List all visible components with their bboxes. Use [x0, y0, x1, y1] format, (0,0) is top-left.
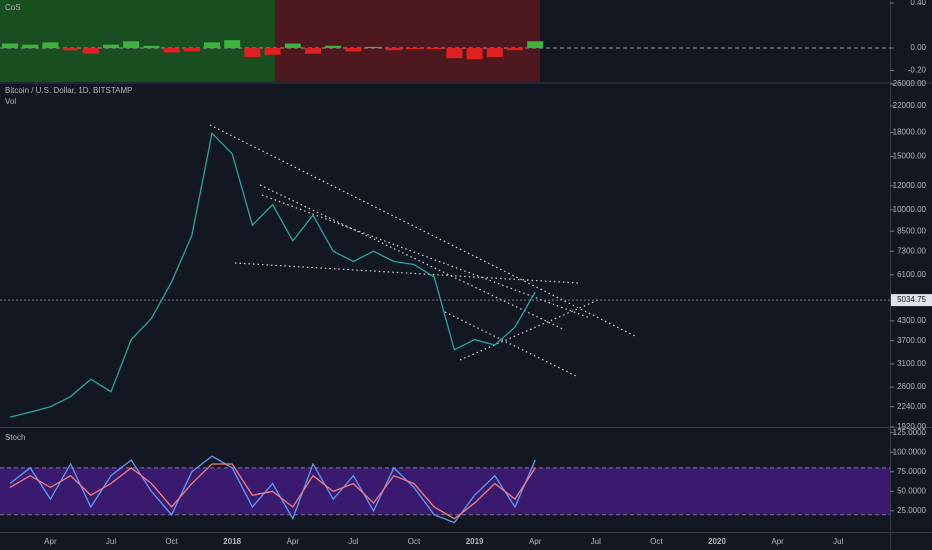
cos-bar: [244, 48, 261, 58]
x-tick-label: 2018: [223, 537, 241, 546]
cos-bar: [103, 44, 119, 49]
series-line: [9, 455, 536, 524]
x-tick-label: 2019: [466, 537, 484, 546]
x-tick-label: Jul: [348, 537, 358, 546]
y-tick-label: 4300.00: [897, 316, 926, 325]
cos-bar: [22, 44, 39, 49]
y-tick-label: 15000.00: [893, 152, 927, 161]
y-tick-label: 25.0000: [897, 506, 926, 515]
trend-line: [234, 262, 579, 284]
cos-bar: [123, 41, 140, 49]
cos-bar: [264, 48, 281, 55]
cos-bar: [486, 48, 503, 58]
trend-line: [259, 184, 566, 331]
y-tick-label: 10000.00: [893, 205, 927, 214]
x-tick-label: Oct: [408, 537, 421, 546]
cos-bar: [365, 46, 382, 49]
price-title: Bitcoin / U.S. Dollar, 1D, BITSTAMP: [5, 86, 132, 95]
cos-bar: [507, 48, 523, 51]
last-price-box: [891, 294, 932, 307]
cos-bar: [224, 40, 241, 49]
y-tick-label: 1920.00: [897, 422, 926, 431]
cos-bar: [62, 48, 79, 51]
y-tick-label: 0.00: [910, 43, 926, 52]
y-tick-label: 50.0000: [897, 486, 926, 495]
y-tick-label: 3700.00: [897, 336, 926, 345]
stoch-title: Stoch: [5, 433, 25, 442]
cos-bar: [82, 48, 99, 54]
y-tick-label: 0.40: [910, 0, 926, 7]
y-tick-label: 125.0000: [893, 428, 927, 437]
cos-bar: [325, 45, 342, 49]
cos-bar: [2, 43, 18, 49]
trend-line: [459, 299, 599, 361]
y-tick-label: 100.0000: [893, 447, 927, 456]
trend-line: [209, 124, 638, 338]
cos-bar: [426, 48, 443, 50]
x-tick-label: Apr: [771, 537, 784, 546]
cos-bar: [42, 42, 59, 49]
x-tick-label: Jul: [591, 537, 601, 546]
cos-bar: [385, 48, 402, 51]
cos-bar: [527, 41, 544, 49]
cos-bar: [345, 48, 362, 52]
x-tick-label: Oct: [165, 537, 178, 546]
y-tick-label: 12000.00: [893, 181, 927, 190]
y-tick-label: 75.0000: [897, 467, 926, 476]
cos-bg-red: [275, 0, 540, 82]
stoch-band: [0, 467, 890, 515]
x-tick-label: Apr: [529, 537, 542, 546]
y-tick-label: 22000.00: [893, 101, 927, 110]
y-tick-label: 7300.00: [897, 246, 926, 255]
x-tick-label: Apr: [287, 537, 300, 546]
x-tick-label: 2020: [708, 537, 726, 546]
y-tick-label: 2240.00: [897, 402, 926, 411]
y-tick-label: 26000.00: [893, 79, 927, 88]
cos-bar: [406, 48, 422, 50]
x-tick-label: Apr: [44, 537, 57, 546]
x-tick-label: Jul: [106, 537, 116, 546]
cos-bar: [466, 48, 483, 60]
trend-lines: [209, 124, 638, 378]
cos-bar: [143, 45, 160, 49]
y-tick-label: 8500.00: [897, 226, 926, 235]
cos-bar: [163, 48, 180, 53]
y-tick-label: 6100.00: [897, 270, 926, 279]
cos-bar: [204, 42, 220, 49]
y-tick-label: -0.20: [908, 66, 927, 75]
series-line: [9, 131, 536, 418]
y-tick-label: 18000.00: [893, 128, 927, 137]
trend-line: [261, 194, 591, 319]
x-tick-label: Jul: [833, 537, 843, 546]
volume-label: Vol: [5, 97, 16, 106]
cos-bar: [284, 43, 301, 49]
x-tick-label: Oct: [650, 537, 663, 546]
y-tick-label: 2600.00: [897, 382, 926, 391]
cos-bar: [305, 48, 321, 54]
cos-bar: [183, 48, 200, 52]
cos-bar: [446, 48, 463, 59]
last-price-label: 5034.75: [897, 295, 926, 304]
cos-title: CoS: [5, 3, 21, 12]
series-line: [9, 463, 536, 520]
y-tick-label: 3100.00: [897, 359, 926, 368]
